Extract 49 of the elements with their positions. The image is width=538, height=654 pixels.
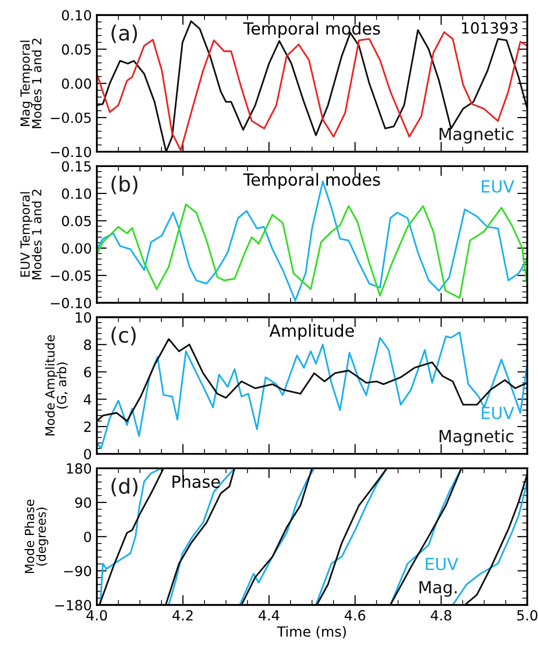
annotation: 101393 (462, 22, 518, 34)
y-tick-label: 2 (84, 422, 91, 432)
y-tick-label: 0.10 (62, 188, 92, 199)
chart-title: Amplitude (269, 324, 354, 340)
y-tick-label: 0 (84, 448, 92, 460)
y-tick-label: 8 (84, 339, 92, 350)
x-tick-label: 4.0 (86, 610, 107, 621)
y-tick-label: 0 (84, 532, 92, 542)
y-tick-label: 4 (84, 394, 92, 404)
chart-title: Phase (172, 475, 220, 488)
y-tick-label: 0.00 (62, 78, 92, 89)
y-tick-label: 6 (84, 366, 92, 378)
y-tick-label: 0.15 (62, 161, 91, 172)
x-tick-label: 4.2 (172, 610, 193, 620)
annotation: (c) (112, 326, 136, 346)
y-tick-label: 10 (76, 312, 92, 323)
y-tick-label: 90 (75, 497, 92, 508)
y-axis-title: EUV Temporal Modes 1 and 2 (20, 190, 42, 280)
chart-title: Temporal modes (243, 172, 380, 190)
series-label: EUV (426, 558, 458, 570)
y-tick-label: −0.05 (50, 112, 91, 124)
series-label: Magnetic (440, 430, 514, 446)
y-tick-label: −0.05 (50, 270, 91, 281)
x-tick-label: 4.8 (430, 610, 452, 621)
y-tick-label: 0.00 (62, 243, 92, 254)
x-tick-label: 4.4 (258, 610, 280, 620)
y-tick-label: 0.05 (62, 44, 91, 55)
y-tick-label: 0.10 (62, 10, 92, 21)
x-tick-label: 4.6 (344, 610, 366, 621)
x-tick-label: 5.0 (517, 610, 538, 621)
annotation: (d) (112, 478, 138, 496)
y-axis-title: Mode Phase (degrees) (24, 500, 48, 574)
y-axis-title: Mag Temporal Modes 1 and 2 (20, 38, 42, 128)
chart-title: Temporal modes (243, 22, 380, 38)
y-tick-label: −180 (55, 600, 92, 610)
series-label: Magnetic (440, 127, 514, 144)
series-label: Mag. (420, 581, 457, 597)
x-axis-title: Time (ms) (277, 626, 346, 638)
series-label: EUV (482, 180, 514, 193)
annotation: (b) (112, 176, 138, 194)
annotation: (a) (112, 24, 137, 44)
y-axis-title: Mode Amplitude (G, arb) (45, 335, 68, 436)
y-tick-label: −0.10 (50, 298, 92, 308)
line-series (96, 204, 528, 299)
y-tick-label: −0.10 (50, 146, 92, 158)
series-label: EUV (482, 406, 514, 420)
y-tick-label: 0.05 (62, 216, 91, 226)
y-tick-label: −90 (64, 566, 92, 576)
y-tick-label: 180 (66, 463, 92, 474)
